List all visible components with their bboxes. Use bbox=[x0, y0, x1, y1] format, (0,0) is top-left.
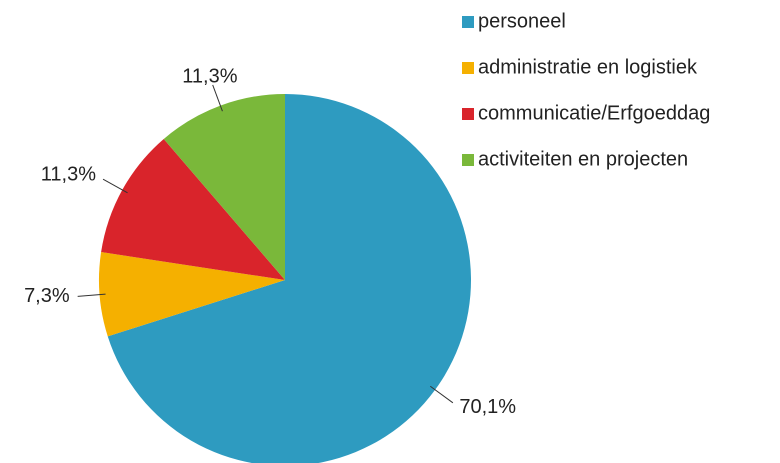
data-label: 11,3% bbox=[41, 164, 96, 186]
data-label: 7,3% bbox=[24, 285, 70, 307]
leader-line bbox=[429, 385, 454, 404]
pie-slice bbox=[99, 252, 285, 337]
legend-label: communicatie/Erfgoeddag bbox=[478, 102, 710, 124]
leader-line bbox=[212, 84, 223, 112]
leader-line bbox=[77, 293, 106, 297]
pie-slice bbox=[107, 94, 471, 463]
legend-swatch bbox=[462, 16, 474, 28]
legend-label: administratie en logistiek bbox=[478, 56, 698, 78]
pie-slice bbox=[163, 94, 285, 280]
leader-line bbox=[102, 178, 128, 194]
legend-swatch bbox=[462, 62, 474, 74]
legend-swatch bbox=[462, 154, 474, 166]
legend-label: activiteiten en projecten bbox=[478, 148, 688, 170]
legend-swatch bbox=[462, 108, 474, 120]
legend-label: personeel bbox=[478, 10, 566, 32]
pie-slice bbox=[101, 138, 285, 280]
data-label: 11,3% bbox=[182, 66, 237, 88]
data-label: 70,1% bbox=[459, 396, 516, 418]
